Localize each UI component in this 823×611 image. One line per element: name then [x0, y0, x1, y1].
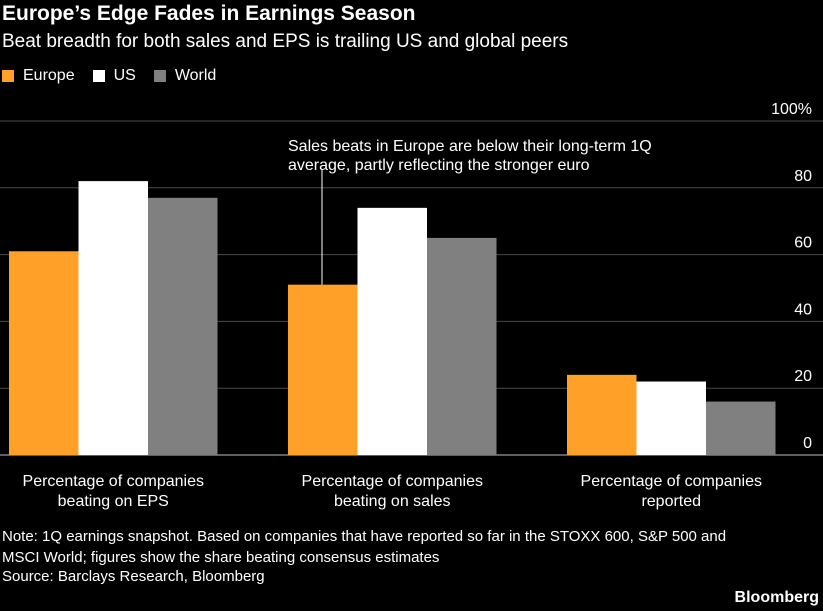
chart-title: Europe’s Edge Fades in Earnings Season	[2, 2, 416, 25]
y-tick-label: 40	[794, 301, 812, 318]
x-category-label: Percentage of companies	[23, 473, 204, 490]
legend-swatch-world	[153, 70, 166, 82]
bar-world	[706, 401, 776, 455]
y-tick-label: 0	[803, 435, 812, 452]
x-category-label: beating on sales	[334, 493, 451, 510]
legend-item-world: World	[153, 67, 217, 85]
legend-swatch-us	[92, 70, 105, 82]
bar-chart: 0 20 40 60 80 100% Percentage of companies beat…	[0, 101, 823, 510]
y-tick-label: 80	[794, 168, 812, 185]
legend-label-world: World	[174, 67, 217, 84]
x-category-label: Percentage of companies	[302, 473, 483, 490]
source-note: Source: Barclays Research, Bloomberg	[2, 568, 265, 585]
bar-europe	[567, 374, 637, 455]
legend-item-europe: Europe	[2, 67, 75, 85]
chart-subtitle: Beat breadth for both sales and EPS is t…	[2, 31, 569, 52]
y-tick-label: 20	[794, 368, 812, 385]
bar-us	[636, 381, 706, 455]
note-line-2: MSCI World; figures show the share beati…	[2, 549, 440, 566]
bar-us	[357, 207, 427, 455]
y-tick-label: 60	[794, 235, 812, 252]
annotation-text: average, partly reflecting the stronger …	[288, 157, 590, 174]
x-category-label: beating on EPS	[58, 493, 169, 510]
bar-world	[427, 237, 497, 455]
note-line-1: Note: 1Q earnings snapshot. Based on com…	[2, 528, 727, 545]
bar-world	[148, 197, 218, 455]
legend-item-us: US	[92, 67, 136, 85]
legend: Europe US World	[2, 67, 234, 85]
y-tick-label: 100%	[771, 101, 812, 118]
x-category-label: reported	[641, 493, 701, 510]
footnote: Note: 1Q earnings snapshot. Based on com…	[2, 526, 820, 568]
bar-us	[78, 181, 148, 455]
bar-europe	[288, 284, 358, 455]
x-category-label: Percentage of companies	[581, 473, 762, 490]
bar-europe	[9, 251, 79, 455]
legend-label-us: US	[113, 67, 136, 84]
legend-label-europe: Europe	[23, 67, 75, 84]
legend-swatch-europe	[2, 70, 14, 82]
annotation-text: Sales beats in Europe are below their lo…	[288, 138, 652, 155]
brand-logo: Bloomberg	[734, 589, 819, 606]
